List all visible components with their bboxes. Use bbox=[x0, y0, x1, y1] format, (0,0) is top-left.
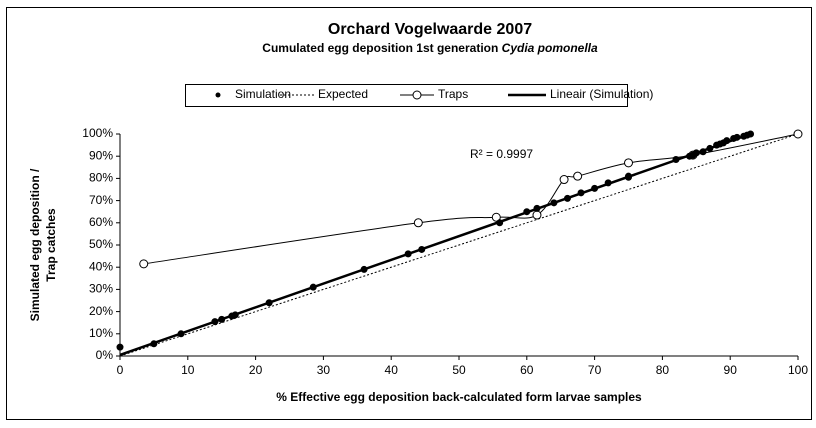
legend-label: Expected bbox=[318, 87, 368, 101]
simulation-point bbox=[625, 172, 632, 180]
x-tick-label: 90 bbox=[724, 363, 738, 377]
simulation-point bbox=[177, 330, 185, 338]
simulation-point bbox=[150, 340, 158, 348]
simulation-point bbox=[496, 219, 504, 227]
legend-marker bbox=[215, 92, 221, 98]
simulation-point bbox=[550, 199, 558, 207]
legend-marker bbox=[412, 90, 422, 100]
x-axis-label: % Effective egg deposition back-calculat… bbox=[276, 390, 642, 404]
x-tick-label: 80 bbox=[656, 363, 670, 377]
simulation-point bbox=[265, 299, 273, 307]
legend-label: Simulation bbox=[235, 87, 291, 101]
x-tick-label: 60 bbox=[520, 363, 534, 377]
legend-label: Traps bbox=[438, 87, 468, 101]
legend-label: Lineair (Simulation) bbox=[550, 87, 653, 101]
x-tick-label: 50 bbox=[452, 363, 466, 377]
simulation-point bbox=[523, 208, 531, 216]
x-tick-label: 0 bbox=[117, 363, 124, 377]
series-line bbox=[119, 132, 751, 357]
simulation-point bbox=[604, 179, 612, 187]
simulation-point bbox=[699, 148, 707, 156]
simulation-point bbox=[747, 130, 755, 138]
trap-point bbox=[532, 210, 542, 220]
simulation-point bbox=[577, 189, 585, 197]
y-tick-label: 10% bbox=[89, 326, 113, 340]
simulation-point bbox=[533, 204, 541, 212]
y-tick-label: 90% bbox=[89, 148, 113, 162]
simulation-point bbox=[418, 245, 426, 253]
y-tick-label: 70% bbox=[89, 193, 113, 207]
y-tick-label: 20% bbox=[89, 304, 113, 318]
trap-point bbox=[413, 218, 423, 228]
simulation-point bbox=[563, 194, 571, 202]
simulation-point bbox=[692, 149, 700, 157]
y-tick-label: 30% bbox=[89, 282, 113, 296]
y-tick-label: 50% bbox=[89, 237, 113, 251]
subtitle-text: Cumulated egg deposition 1st generation bbox=[262, 41, 498, 55]
chart-subtitle: Cumulated egg deposition 1st generation … bbox=[262, 41, 598, 55]
subtitle-species: Cydia pomonella bbox=[502, 41, 598, 55]
x-tick-label: 100 bbox=[788, 363, 808, 377]
trap-point bbox=[793, 129, 803, 139]
trap-point bbox=[624, 158, 633, 168]
x-tick-label: 70 bbox=[588, 363, 602, 377]
x-tick-label: 40 bbox=[385, 363, 399, 377]
trap-point bbox=[573, 171, 583, 181]
y-tick-label: 100% bbox=[82, 126, 113, 140]
trap-point bbox=[559, 175, 569, 185]
simulation-point bbox=[231, 311, 239, 319]
x-tick-label: 20 bbox=[249, 363, 263, 377]
x-tick-label: 30 bbox=[317, 363, 331, 377]
y-tick-label: 40% bbox=[89, 259, 113, 273]
simulation-point bbox=[404, 250, 412, 258]
simulation-point bbox=[360, 265, 368, 273]
trap-point bbox=[139, 259, 149, 269]
chart-border bbox=[6, 7, 812, 420]
simulation-point bbox=[211, 318, 219, 326]
simulation-point bbox=[591, 184, 599, 192]
simulation-point bbox=[723, 137, 731, 145]
x-tick-label: 10 bbox=[181, 363, 195, 377]
simulation-point bbox=[672, 156, 680, 164]
chart-title: Orchard Vogelwaarde 2007 bbox=[328, 21, 532, 38]
simulation-point bbox=[733, 133, 741, 141]
annotation: R² = 0.9997 bbox=[470, 147, 533, 161]
simulation-point bbox=[706, 144, 714, 152]
simulation-point bbox=[218, 315, 226, 323]
trap-point bbox=[491, 212, 501, 222]
simulation-point bbox=[116, 343, 124, 351]
y-tick-label: 0% bbox=[96, 348, 114, 362]
series-line bbox=[119, 133, 799, 357]
y-axis-label: Trap catches bbox=[44, 208, 58, 282]
simulation-point bbox=[309, 283, 317, 291]
y-tick-label: 60% bbox=[89, 215, 113, 229]
y-tick-label: 80% bbox=[89, 171, 113, 185]
y-axis-label: Simulated egg deposition / bbox=[28, 168, 42, 321]
